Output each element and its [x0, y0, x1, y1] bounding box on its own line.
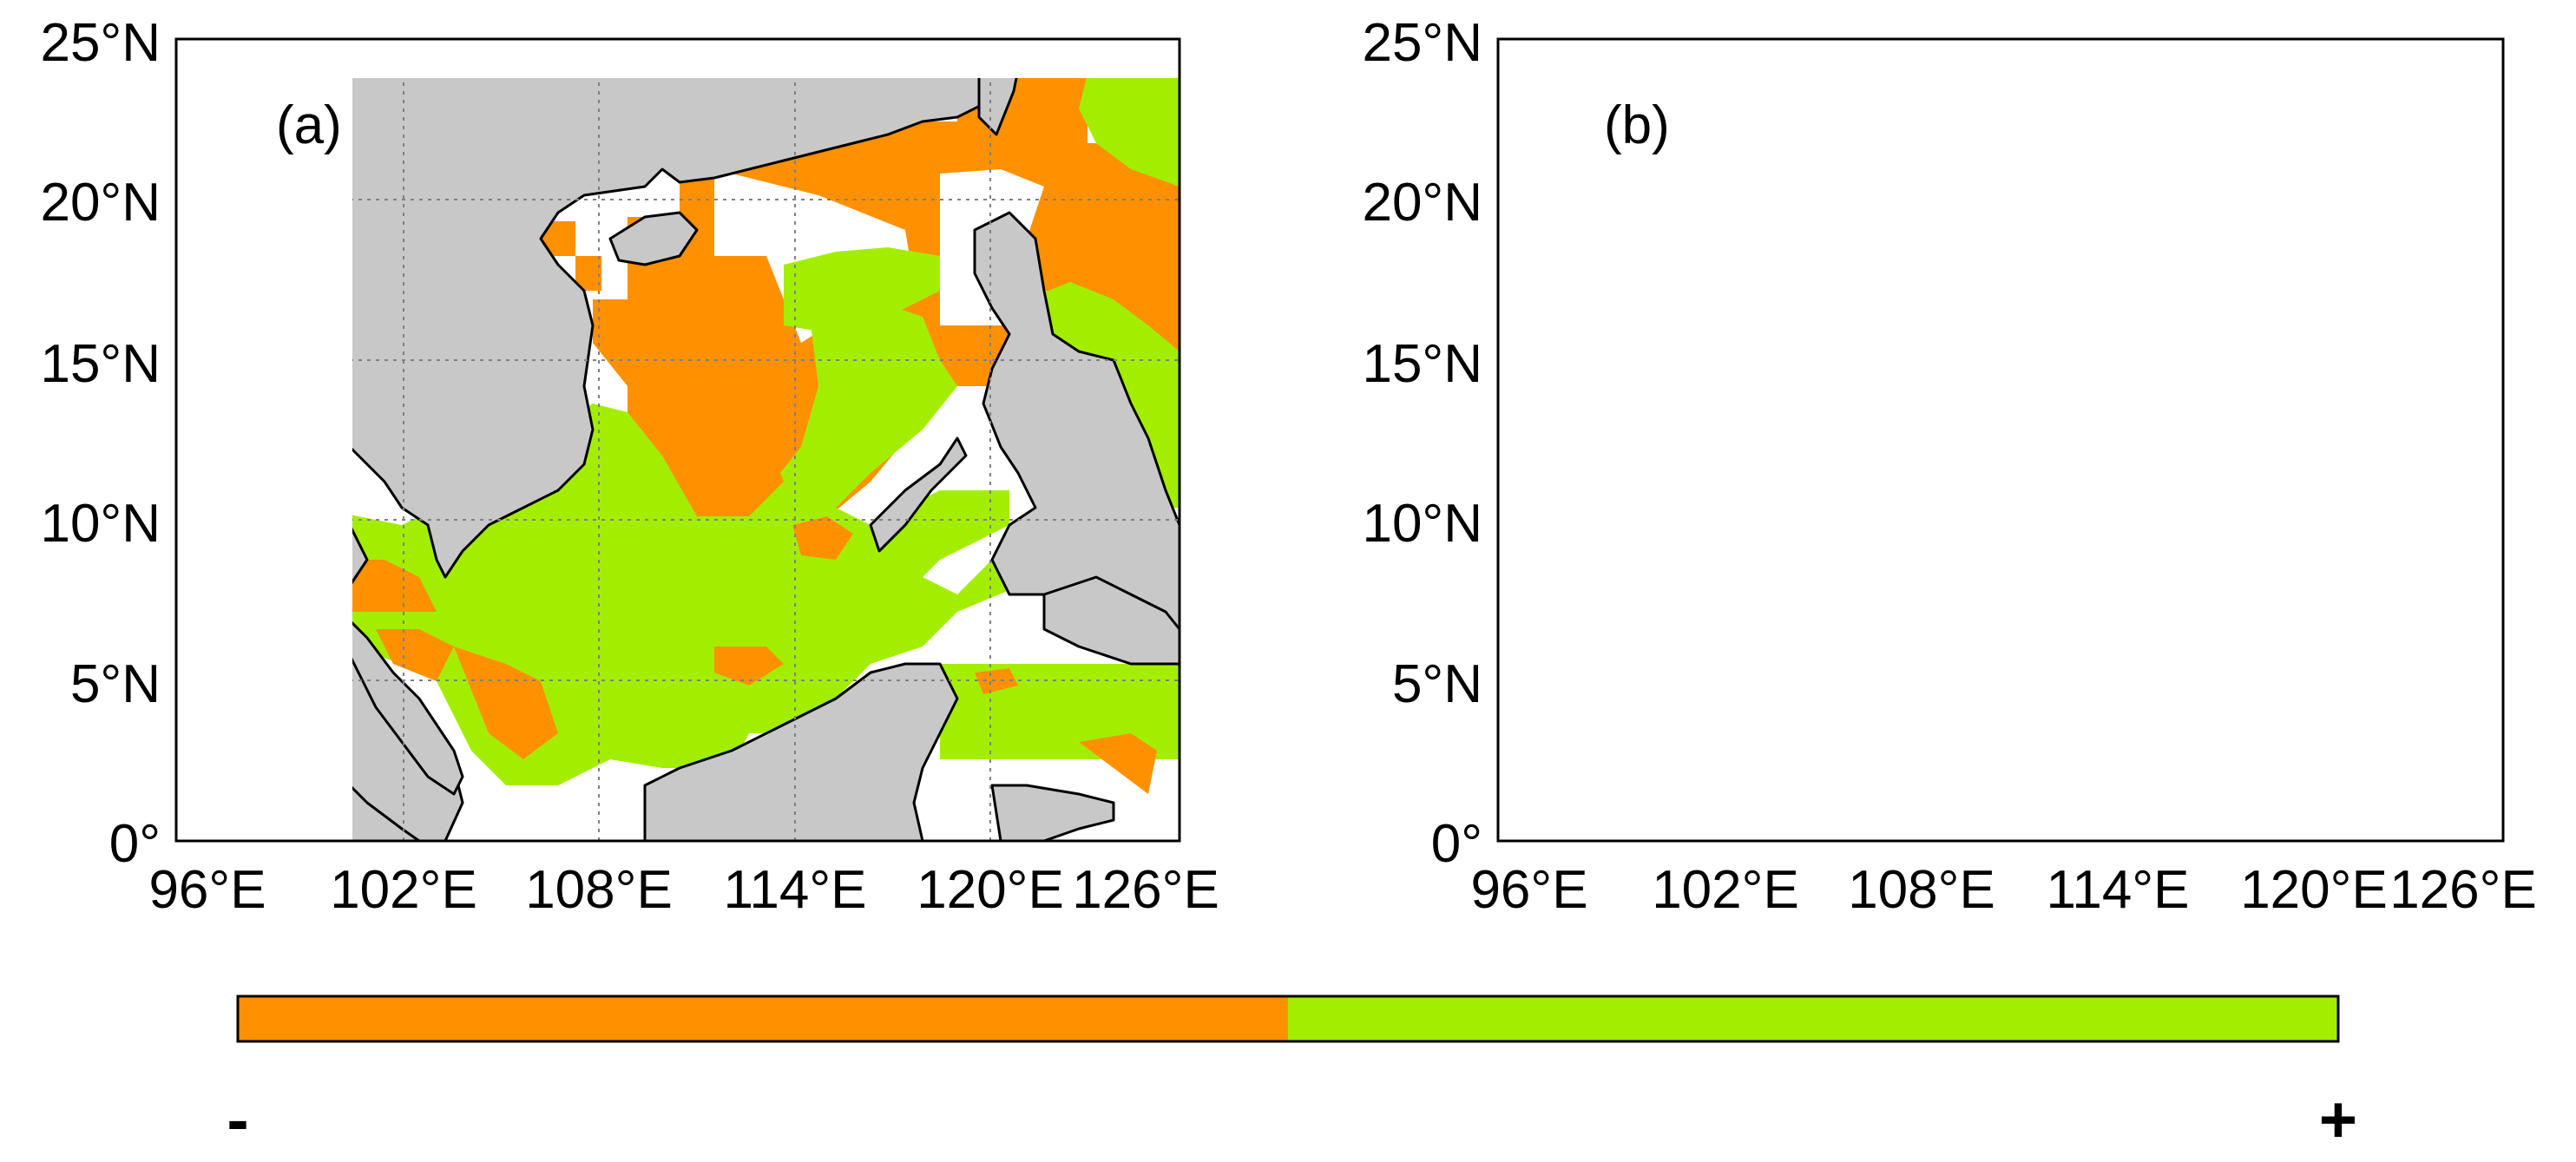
grid [352, 78, 1180, 841]
x-tick-label: 96°E [148, 860, 266, 920]
x-axis-labels-b: 96°E 102°E 108°E 114°E 120°E 126°E [1470, 860, 2536, 920]
land-mainland-asia [352, 78, 1019, 843]
colorbar-negative [238, 996, 1288, 1041]
trend-regions [352, 78, 1180, 794]
y-tick-label: 5°N [70, 654, 161, 714]
negative-region [1079, 733, 1157, 794]
land-taiwan [977, 78, 1018, 136]
x-tick-label: 108°E [525, 860, 673, 920]
positive-region [352, 299, 1061, 785]
panel-label: (a) [276, 95, 342, 155]
map-frame [1496, 37, 2505, 843]
y-tick-label: 25°N [1362, 13, 1482, 73]
map-panel-b: (b) [1496, 37, 2505, 843]
x-tick-label: 126°E [2389, 860, 2537, 920]
x-tick-label: 114°E [724, 860, 867, 920]
colorbar-negative-label: - [227, 1083, 248, 1157]
negative-region [541, 221, 575, 256]
x-tick-label: 126°E [1072, 860, 1219, 920]
x-tick-label: 114°E [2047, 860, 2190, 920]
colorbar-positive-label: + [2319, 1083, 2357, 1157]
land-borneo [643, 662, 959, 843]
y-tick-label: 10°N [1362, 494, 1482, 554]
negative-region [376, 629, 454, 681]
negative-region [575, 256, 601, 291]
negative-region [454, 647, 558, 759]
y-tick-label: 25°N [40, 13, 161, 73]
negative-region [662, 421, 784, 516]
positive-region [784, 247, 940, 334]
x-tick-label: 120°E [2240, 860, 2388, 920]
x-tick-label: 96°E [1470, 860, 1587, 920]
map-frame [174, 37, 1181, 843]
colorbar-frame [236, 995, 2340, 1043]
y-tick-label: 15°N [40, 334, 161, 394]
land-hainan [608, 211, 699, 266]
y-tick-label: 20°N [1362, 173, 1482, 233]
ocean-background [1498, 39, 2503, 841]
x-axis-labels-a: 96°E 102°E 108°E 114°E 120°E 126°E [148, 860, 1219, 920]
y-axis-labels-b: 25°N 20°N 15°N 10°N 5°N 0° [1362, 13, 1482, 874]
x-tick-label: 108°E [1848, 860, 1995, 920]
negative-region [714, 647, 784, 686]
y-tick-label: 0° [109, 814, 161, 874]
negative-region [975, 668, 1018, 694]
colorbar-positive [1288, 996, 2338, 1041]
x-tick-label: 102°E [1652, 860, 1799, 920]
colorbar: - + [227, 995, 2357, 1157]
x-tick-label: 120°E [917, 860, 1064, 920]
y-tick-label: 5°N [1392, 654, 1482, 714]
panel-label: (b) [1604, 95, 1670, 155]
y-tick-label: 0° [1431, 814, 1482, 874]
map-panel-a: (a) [174, 37, 1181, 843]
land-malay-peninsula [352, 620, 464, 796]
y-tick-label: 10°N [40, 494, 161, 554]
y-axis-labels-a: 25°N 20°N 15°N 10°N 5°N 0° [40, 13, 161, 874]
y-tick-label: 20°N [40, 173, 161, 233]
y-tick-label: 15°N [1362, 334, 1482, 394]
positive-region [1079, 78, 1180, 187]
land-sumatra [352, 785, 421, 843]
land [352, 78, 1181, 843]
x-tick-label: 102°E [330, 860, 477, 920]
negative-region [352, 560, 437, 612]
negative-region [792, 516, 853, 560]
land-palawan [869, 437, 968, 553]
